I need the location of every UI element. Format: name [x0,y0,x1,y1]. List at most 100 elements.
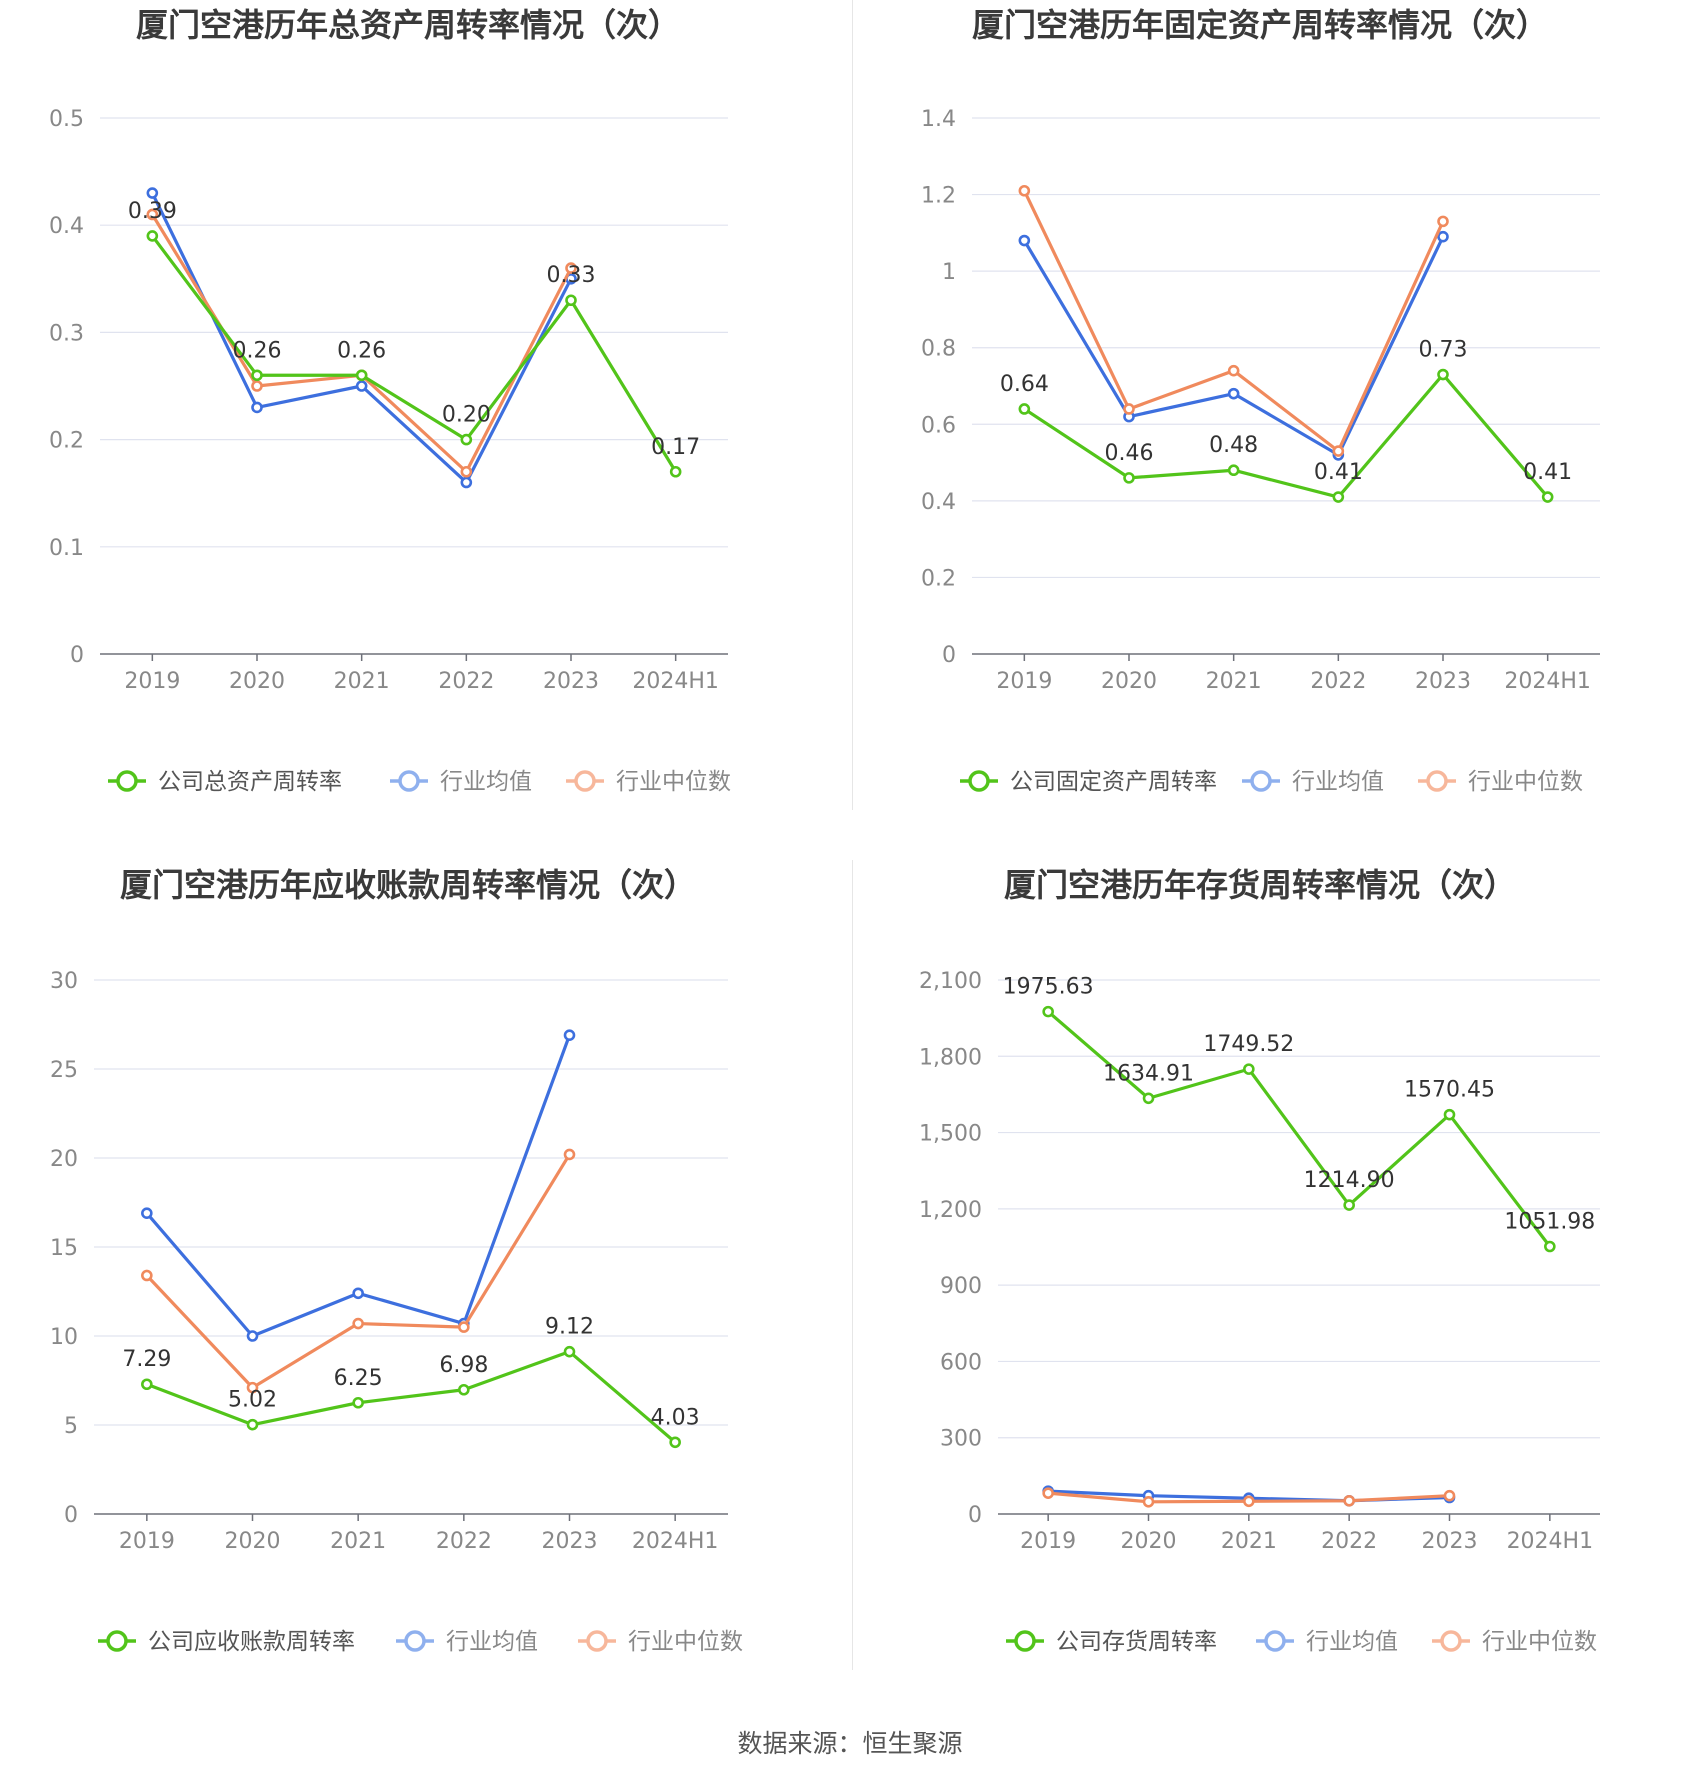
data-point[interactable] [1142,1092,1155,1105]
data-label: 1570.45 [1404,1078,1495,1103]
legend-item-industry-average[interactable]: 行业均值 [1256,1629,1398,1655]
y-tick-label: 0.4 [49,214,84,239]
data-point[interactable] [1343,1494,1355,1507]
data-point[interactable] [146,208,159,221]
y-tick-label: 5 [64,1414,78,1439]
chart-svg: 厦门空港历年总资产周转率情况（次） 0 0.1 0.2 0.3 0.4 0.5 2019 202… [49,6,731,795]
y-tick-label: 0.2 [921,566,956,591]
y-tick-label: 2,100 [919,969,982,994]
legend-item-company[interactable]: 公司存货周转率 [1006,1629,1217,1655]
y-tick-label: 20 [50,1147,78,1172]
data-point[interactable] [1243,1495,1255,1508]
data-point[interactable] [1042,1005,1054,1018]
y-tick-label: 0 [64,1503,78,1528]
data-point[interactable] [460,433,473,446]
data-point[interactable] [669,465,682,478]
legend-label: 公司总资产周转率 [158,769,342,795]
data-point[interactable] [1437,215,1449,228]
legend-label: 公司存货周转率 [1056,1629,1217,1655]
data-point[interactable] [1123,472,1135,484]
legend-label: 行业中位数 [616,769,731,795]
data-point[interactable] [1042,1487,1054,1499]
legend-item-industry-average[interactable]: 行业均值 [396,1629,538,1655]
data-point[interactable] [251,401,263,414]
data-point[interactable] [565,294,577,307]
legend-item-company[interactable]: 公司总资产周转率 [108,769,342,795]
data-point[interactable] [1443,1108,1456,1121]
data-point[interactable] [1541,491,1554,503]
data-label: 0.64 [1000,372,1049,397]
legend-item-industry-median[interactable]: 行业中位数 [1432,1629,1597,1655]
data-point[interactable] [1544,1240,1556,1253]
chart-svg: 厦门空港历年存货周转率情况（次） 0 300 600 900 1,200 1,500 1,80… [919,866,1600,1655]
data-point[interactable] [251,380,263,392]
chart-svg: 厦门空港历年应收账款周转率情况（次） 0 5 10 15 20 25 30 2019 2020 20… [50,866,743,1655]
data-point[interactable] [146,230,159,242]
data-point[interactable] [355,380,368,392]
data-point[interactable] [146,187,159,199]
data-point[interactable] [352,1396,364,1409]
legend-label: 公司固定资产周转率 [1010,769,1217,795]
data-point[interactable] [458,1321,470,1333]
data-point[interactable] [355,369,368,382]
data-point[interactable] [460,465,473,478]
series-company [141,1345,681,1449]
x-tick-label: 2023 [543,669,599,694]
data-point[interactable] [352,1287,364,1300]
y-tick-label: 15 [50,1236,78,1261]
data-point[interactable] [1142,1495,1155,1508]
chart-title: 厦门空港历年存货周转率情况（次） [1004,866,1516,904]
data-point[interactable] [1018,403,1031,415]
data-point[interactable] [352,1317,364,1330]
data-label: 4.03 [651,1405,700,1430]
legend-item-company[interactable]: 公司固定资产周转率 [960,769,1217,795]
data-point[interactable] [141,1269,153,1282]
data-point[interactable] [563,1345,576,1358]
data-point[interactable] [1437,230,1449,243]
chart-total-asset-turnover: 厦门空港历年总资产周转率情况（次） 0 0.1 0.2 0.3 0.4 0.5 2019 202… [0,0,852,810]
data-point[interactable] [1123,403,1135,415]
legend-item-industry-median[interactable]: 行业中位数 [578,1629,743,1655]
data-point[interactable] [460,476,473,489]
x-tick-label: 2020 [1101,669,1157,694]
data-point[interactable] [1227,464,1240,477]
data-point[interactable] [565,262,577,274]
data-point[interactable] [246,1381,259,1394]
legend-item-industry-average[interactable]: 行业均值 [1242,769,1384,795]
data-point[interactable] [1443,1489,1456,1502]
data-point[interactable] [1437,368,1449,381]
legend-marker [968,770,990,792]
data-point[interactable] [1018,184,1031,197]
legend-item-company[interactable]: 公司应收账款周转率 [98,1629,355,1655]
data-label: 1051.98 [1504,1209,1595,1234]
legend-item-industry-median[interactable]: 行业中位数 [566,769,731,795]
data-point[interactable] [1332,445,1345,457]
data-label: 9.12 [545,1315,594,1340]
data-point[interactable] [669,1436,681,1449]
chart-title: 厦门空港历年固定资产周转率情况（次） [972,6,1548,44]
data-label: 0.41 [1523,460,1572,485]
data-label: 0.41 [1314,460,1363,485]
data-point[interactable] [563,1029,576,1041]
legend-marker [586,1630,608,1652]
data-label: 0.73 [1419,338,1468,363]
data-point[interactable] [141,1378,153,1391]
series-line [1022,190,1445,453]
legend-item-industry-median[interactable]: 行业中位数 [1418,769,1583,795]
data-point[interactable] [563,1148,576,1161]
data-point[interactable] [1343,1199,1355,1211]
data-point[interactable] [1227,364,1240,377]
series-industry-median [141,1148,576,1394]
data-point[interactable] [246,1330,259,1342]
data-point[interactable] [251,369,263,382]
data-point[interactable] [246,1418,259,1431]
y-tick-label: 0 [968,1503,982,1528]
legend-item-industry-average[interactable]: 行业均值 [390,769,532,795]
data-point[interactable] [1332,491,1345,503]
data-point[interactable] [1227,387,1240,400]
data-point[interactable] [141,1207,153,1219]
data-point[interactable] [458,1383,470,1396]
data-point[interactable] [1243,1063,1255,1075]
x-tick-label: 2024H1 [632,669,719,694]
data-point[interactable] [1018,234,1031,247]
